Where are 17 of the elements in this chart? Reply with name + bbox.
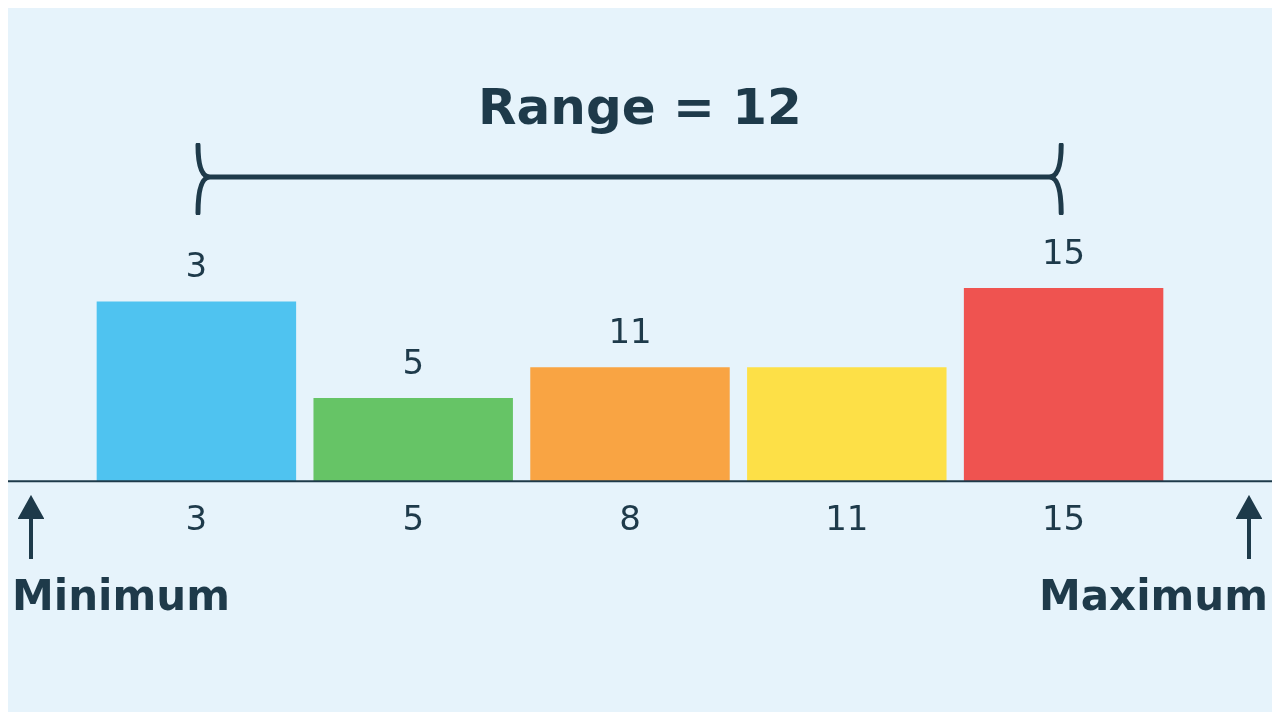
text: Minimum (12, 571, 230, 621)
x-tick-label: 11 (825, 498, 869, 539)
x-tick-label: 8 (619, 498, 641, 539)
annotation: 5 (402, 341, 425, 382)
bar (313, 398, 513, 482)
x-tick-label: 3 (185, 498, 208, 539)
x-tick-label: 15 (1041, 498, 1086, 539)
bar (96, 301, 297, 482)
text: Maximum (1038, 571, 1268, 621)
annotation: 11 (608, 311, 652, 352)
text: 15 (1041, 231, 1086, 272)
bar (963, 288, 1164, 482)
text: 3 (185, 245, 208, 286)
x-tick-label: 5 (402, 498, 425, 539)
text: Range = 12 (477, 78, 803, 136)
bar (530, 367, 730, 482)
bar (747, 367, 947, 482)
